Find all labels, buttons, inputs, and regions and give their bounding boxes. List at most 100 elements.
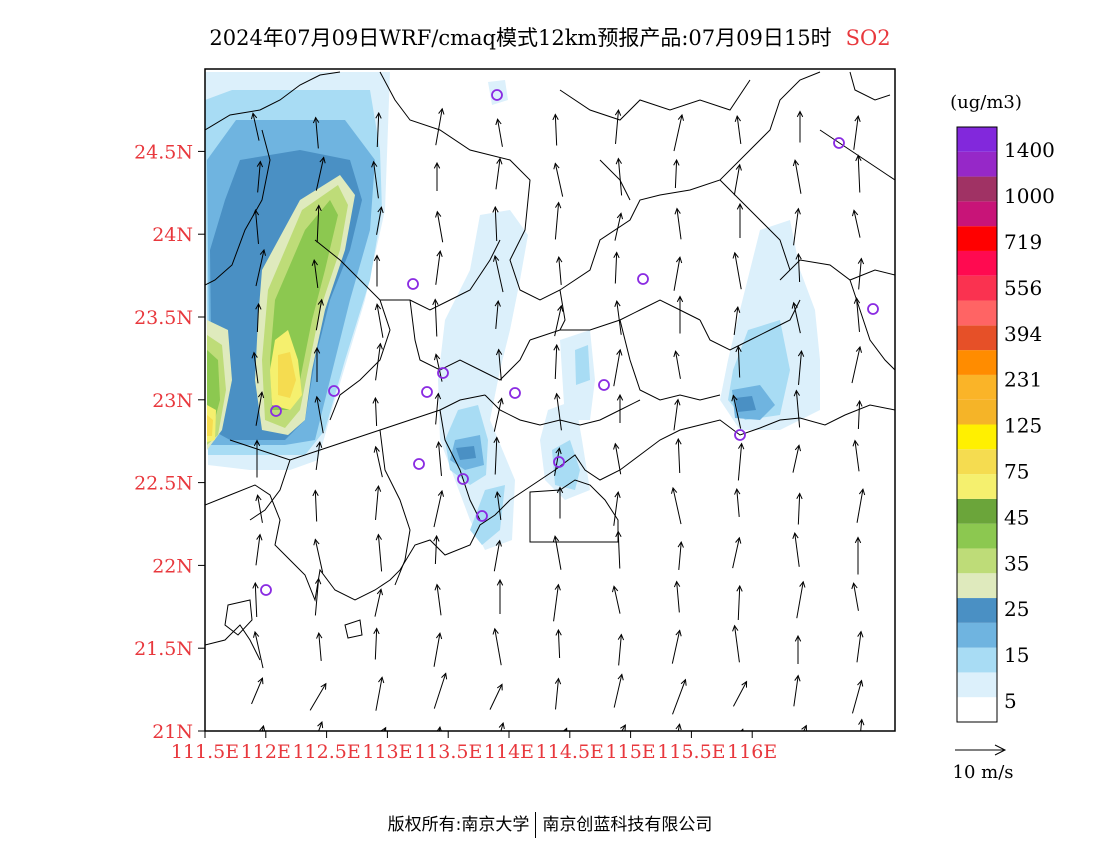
wind-arrowhead	[731, 394, 738, 402]
wind-arrowhead	[498, 722, 505, 730]
wind-vector	[435, 393, 439, 425]
wind-arrowhead	[433, 353, 441, 361]
wind-arrowhead	[671, 486, 678, 494]
wind-arrowhead	[312, 489, 319, 497]
wind-vector	[375, 343, 381, 381]
colorbar-swatch	[957, 548, 997, 574]
wind-arrowhead	[611, 585, 619, 593]
colorbar-swatch	[957, 374, 997, 400]
colorbar-swatch	[957, 300, 997, 326]
wind-arrowhead	[620, 724, 626, 731]
colorbar-swatch	[957, 325, 997, 351]
title-main: 2024年07月09日WRF/cmaq模式12km预报产品:07月09日15时	[209, 26, 832, 50]
wind-arrowhead	[553, 343, 560, 351]
wind-vector	[255, 392, 263, 426]
wind-vector	[618, 634, 622, 666]
wind-arrowhead	[495, 348, 503, 356]
wind-vector	[858, 258, 862, 290]
coastline	[224, 599, 253, 636]
wind-vector	[318, 633, 322, 661]
wind-arrowhead	[432, 298, 439, 306]
wind-vector	[314, 490, 318, 522]
wind-vector	[793, 208, 799, 246]
wind-arrowhead	[438, 107, 445, 115]
wind-vector	[436, 211, 444, 243]
province-line	[849, 71, 891, 101]
wind-vector	[857, 155, 861, 193]
wind-vector	[734, 252, 742, 290]
lat-tick-label: 21.5N	[134, 638, 193, 660]
wind-vector	[733, 307, 739, 335]
wind-vector	[435, 251, 441, 285]
wind-arrowhead	[854, 115, 861, 122]
wind-arrowhead	[314, 395, 321, 403]
wind-vector	[315, 442, 321, 470]
wind-arrowhead	[496, 157, 503, 165]
wind-arrowhead	[791, 301, 798, 309]
wind-vector	[797, 493, 801, 525]
wind-arrowhead	[555, 628, 562, 636]
wind-arrowhead	[496, 683, 503, 691]
wind-vector	[496, 492, 502, 520]
wind-arrowhead	[315, 204, 322, 212]
wind-arrowhead	[436, 250, 443, 257]
wind-arrowhead	[374, 484, 382, 492]
wind-arrowhead	[555, 447, 562, 455]
wind-arrowhead	[312, 116, 320, 124]
wind-arrowhead	[796, 492, 803, 500]
wind-arrowhead	[855, 154, 862, 162]
wind-vector	[853, 583, 859, 611]
wind-arrowhead	[316, 441, 323, 448]
contour-band	[278, 352, 296, 398]
station-marker	[734, 429, 746, 441]
wind-vector	[554, 344, 558, 380]
wind-arrowhead	[799, 580, 806, 588]
province-line	[205, 71, 341, 131]
wind-arrowhead	[552, 535, 560, 543]
county-line	[379, 429, 411, 586]
station-marker	[598, 379, 610, 391]
wind-arrowhead	[852, 439, 859, 447]
wind-arrowhead	[857, 679, 864, 687]
wind-vector	[255, 249, 265, 287]
wind-vector	[736, 489, 740, 517]
wind-arrowhead	[492, 627, 499, 635]
wind-arrowhead	[255, 302, 262, 310]
hk-box	[529, 479, 619, 543]
wind-arrowhead	[792, 532, 799, 539]
colorbar: 5 15 25 35 45 75 125 231 394 556 719 1000 1400	[956, 126, 1055, 723]
contour-band	[456, 446, 476, 460]
wind-vector	[797, 253, 801, 283]
wind-arrowhead	[252, 581, 259, 589]
county-line	[409, 299, 531, 381]
wind-arrowhead	[615, 157, 622, 165]
wind-arrowhead	[674, 207, 681, 215]
contour-band-light	[488, 80, 508, 105]
wind-vector	[732, 537, 740, 569]
province-line	[205, 129, 271, 286]
copyright-separator	[535, 812, 537, 838]
wind-arrowhead	[797, 349, 805, 357]
contour-band	[575, 345, 590, 385]
wind-vector	[676, 581, 680, 613]
wind-vector	[255, 210, 259, 244]
wind-vector	[732, 681, 748, 707]
wind-arrowhead	[795, 252, 802, 260]
wind-vector	[856, 631, 862, 663]
wind-arrowhead	[614, 108, 622, 116]
wind-arrowhead	[375, 111, 382, 119]
wind-vector	[494, 628, 502, 666]
wind-arrowhead	[735, 536, 742, 544]
wind-vector	[433, 673, 447, 709]
station-marker	[328, 385, 340, 397]
wind-arrowhead	[433, 161, 441, 169]
colorbar-frame	[956, 126, 998, 723]
station-marker	[491, 89, 503, 101]
lon-tick-label: 112E	[241, 741, 291, 763]
lon-tick-label: 111.5E	[171, 741, 239, 763]
wind-arrowhead	[732, 624, 739, 632]
wind-arrowhead	[437, 489, 444, 497]
wind-arrowhead	[676, 295, 684, 303]
county-line	[439, 409, 481, 521]
wind-arrowhead	[371, 160, 378, 168]
